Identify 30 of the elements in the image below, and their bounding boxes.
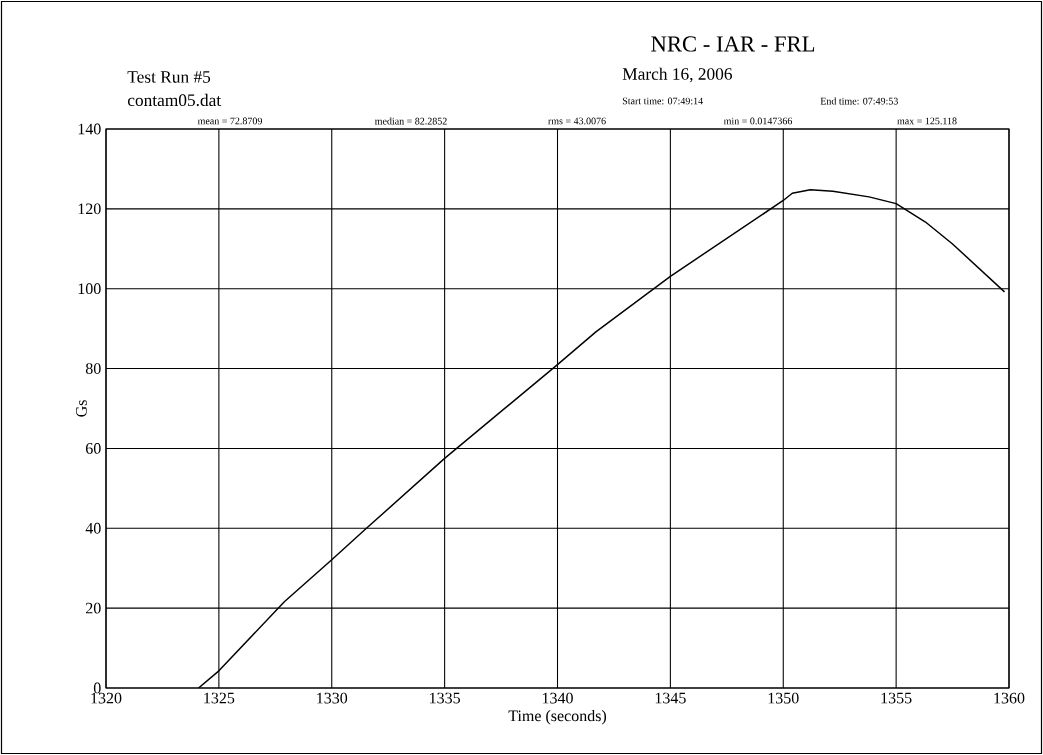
chart-subtitle: March 16, 2006 [622,67,732,83]
text: max = 125.118 [897,117,957,125]
x-tick-label: 1350 [768,692,799,704]
text: rms = 43.0076 [548,117,606,125]
y-tick-label: 140 [78,123,101,135]
x-axis-title: Time (seconds) [508,709,607,725]
y-tick-label: 100 [78,283,101,295]
x-tick-label: 1355 [881,692,912,704]
y-tick-label: 120 [78,203,101,215]
x-tick-label: 1340 [542,692,573,704]
x-tick-label: 1345 [655,692,686,704]
text: Start time: 07:49:14 [622,97,703,105]
x-tick-label: 1325 [204,692,235,704]
chart-title: NRC - IAR - FRL [651,36,815,52]
text: min = 0.0147366 [723,117,793,125]
x-tick-label: 1335 [430,692,461,704]
text: contam05.dat [127,93,222,107]
y-tick-label: 60 [85,443,101,454]
y-axis-title: Gs [76,400,87,417]
y-tick-label: 40 [85,522,101,534]
text: median = 82.2852 [374,117,447,125]
y-tick-label: 0 [93,682,101,694]
y-tick-label: 80 [85,363,101,374]
x-tick-label: 1330 [317,692,348,704]
text: Test Run #5 [127,71,211,83]
text: mean = 72.8709 [197,117,262,125]
text: End time: 07:49:53 [820,97,898,105]
y-tick-label: 20 [86,602,101,614]
x-tick-label: 1320 [91,692,122,704]
x-tick-label: 1360 [994,692,1025,704]
